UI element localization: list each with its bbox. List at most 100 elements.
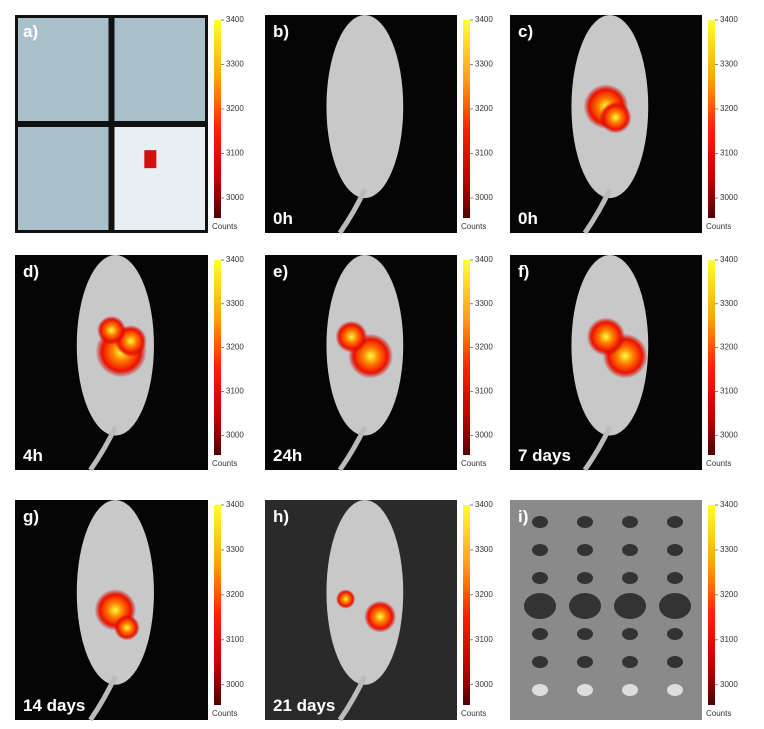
organ (622, 516, 638, 528)
organ (667, 544, 683, 556)
mouse-tail (582, 425, 613, 472)
organ (667, 572, 683, 584)
panel: i) 3000 3100 3200 3300 3400 Counts (510, 500, 738, 720)
panel-label: d) (23, 262, 39, 281)
colorbar-tick-label: 3300 (475, 545, 493, 554)
organ (622, 544, 638, 556)
time-label: 0h (518, 209, 538, 228)
colorbar-tick-label: 3200 (475, 343, 493, 352)
colorbar-tick-label: 3400 (226, 255, 244, 264)
panel: d) 4h 3000 3100 3200 3300 3400 Counts (15, 254, 244, 472)
signal (336, 589, 356, 609)
colorbar-tick-label: 3000 (475, 193, 493, 202)
image-quadrant (114, 127, 205, 230)
organ (667, 656, 683, 668)
organ (622, 628, 638, 640)
panel-label: a) (23, 22, 38, 41)
signal (599, 101, 632, 134)
mouse-body (326, 15, 404, 199)
colorbar-tick-label: 3200 (226, 590, 244, 599)
colorbar-tick-label: 3000 (720, 193, 738, 202)
colorbar-tick-label: 3400 (720, 500, 738, 509)
colorbar-tick-label: 3000 (720, 430, 738, 439)
colorbar-tick-label: 3000 (226, 193, 244, 202)
colorbar (214, 20, 221, 218)
panel: f) 7 days 3000 3100 3200 3300 3400 Counts (510, 254, 738, 472)
panel-label: h) (273, 507, 289, 526)
colorbar-tick-label: 3100 (720, 387, 738, 396)
colorbar (708, 20, 715, 218)
colorbar (463, 260, 470, 455)
colorbar-tick-label: 3300 (226, 299, 244, 308)
colorbar-tick-label: 3100 (226, 635, 244, 644)
colorbar (214, 505, 221, 705)
organ (532, 628, 548, 640)
colorbar-tick-label: 3200 (720, 343, 738, 352)
colorbar-tick-label: 3400 (475, 15, 493, 24)
mouse-tail (582, 188, 613, 235)
mouse-tail (337, 674, 368, 722)
colorbar-tick-label: 3300 (475, 60, 493, 69)
colorbar-tick-label: 3100 (720, 635, 738, 644)
signal (586, 317, 626, 356)
colorbar-tick-label: 3000 (226, 680, 244, 689)
organ (659, 593, 691, 619)
colorbar-label: Counts (461, 709, 486, 718)
organ (667, 628, 683, 640)
colorbar (463, 505, 470, 705)
organ (577, 656, 593, 668)
organ (577, 684, 593, 696)
colorbar-tick-label: 3100 (226, 149, 244, 158)
panel-label: f) (518, 262, 529, 281)
colorbar (214, 260, 221, 455)
time-label: 0h (273, 209, 293, 228)
image-quadrant (18, 18, 109, 121)
time-label: 14 days (23, 696, 85, 715)
organ (532, 656, 548, 668)
organ (532, 572, 548, 584)
organ (622, 572, 638, 584)
organ (524, 593, 556, 619)
colorbar-tick-label: 3200 (226, 104, 244, 113)
colorbar-label: Counts (212, 222, 237, 231)
signal (97, 315, 126, 345)
time-label: 24h (273, 446, 302, 465)
panel: b) 0h 3000 3100 3200 3300 3400 Counts (265, 15, 493, 235)
organ (667, 684, 683, 696)
colorbar-tick-label: 3400 (475, 500, 493, 509)
signal (335, 320, 368, 353)
panel-label: g) (23, 507, 39, 526)
colorbar-label: Counts (706, 222, 731, 231)
colorbar-label: Counts (461, 222, 486, 231)
organ (622, 656, 638, 668)
colorbar-tick-label: 3400 (226, 500, 244, 509)
colorbar-tick-label: 3200 (226, 343, 244, 352)
colorbar-tick-label: 3000 (475, 680, 493, 689)
organ (577, 544, 593, 556)
colorbar-tick-label: 3400 (720, 15, 738, 24)
organ (577, 516, 593, 528)
colorbar-tick-label: 3200 (720, 104, 738, 113)
colorbar (708, 505, 715, 705)
colorbar-tick-label: 3000 (475, 430, 493, 439)
panel: c) 0h 3000 3100 3200 3300 3400 Counts (510, 15, 738, 235)
signal (144, 150, 157, 169)
organ (532, 684, 548, 696)
panel-label: i) (518, 507, 528, 526)
panel: a) 3000 3100 3200 3300 3400 Counts (15, 15, 244, 233)
colorbar-tick-label: 3200 (475, 104, 493, 113)
panel: g) 14 days 3000 3100 3200 3300 3400 Counts (15, 500, 244, 722)
colorbar-tick-label: 3300 (720, 299, 738, 308)
colorbar-tick-label: 3300 (475, 299, 493, 308)
colorbar-tick-label: 3100 (226, 387, 244, 396)
mouse-tail (88, 425, 118, 472)
colorbar-tick-label: 3100 (720, 149, 738, 158)
colorbar-label: Counts (212, 709, 237, 718)
organ (569, 593, 601, 619)
colorbar-tick-label: 3300 (720, 60, 738, 69)
colorbar-tick-label: 3000 (720, 680, 738, 689)
panel: h) 21 days 3000 3100 3200 3300 3400 Counts (265, 500, 493, 722)
colorbar-label: Counts (461, 459, 486, 468)
colorbar (463, 20, 470, 218)
colorbar-tick-label: 3100 (475, 149, 493, 158)
